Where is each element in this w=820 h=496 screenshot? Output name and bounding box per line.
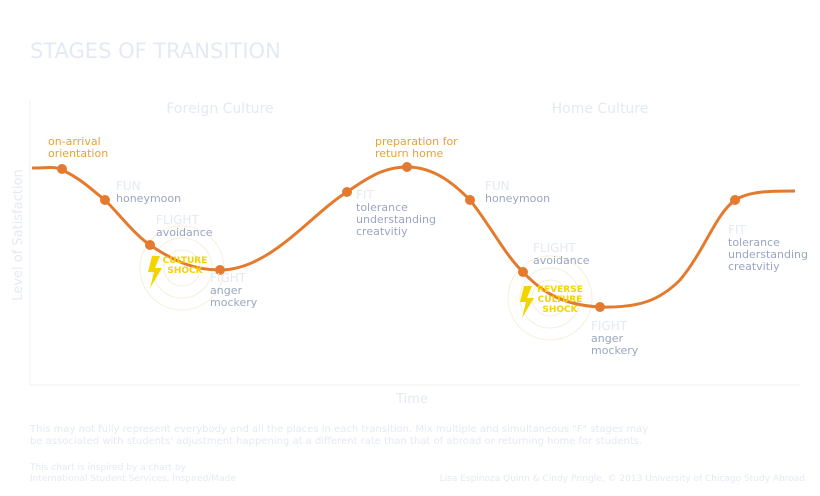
footer-copyright: Lisa Espinoza Quinn & Cindy Pringle, © 2… xyxy=(440,474,805,484)
stage-text: tolerance xyxy=(356,201,408,214)
stage-name: FUN xyxy=(116,179,141,193)
shock-label: CULTURE xyxy=(538,295,583,305)
footer-note: be associated with students' adjustment … xyxy=(30,436,642,447)
shock-label: SHOCK xyxy=(542,305,578,315)
stage-text: creatvitiy xyxy=(356,225,408,238)
footer-note: This may not fully represent everybody a… xyxy=(29,424,648,435)
stage-name: FIGHT xyxy=(591,319,628,333)
stage-text: tolerance xyxy=(728,236,780,249)
stage-name: FUN xyxy=(485,179,510,193)
y-axis-label: Level of Satisfaction xyxy=(11,169,26,300)
stage-text: avoidance xyxy=(156,226,213,239)
stage-text: avoidance xyxy=(533,254,590,267)
shock-label: SHOCK xyxy=(167,266,203,276)
shock-rings xyxy=(139,225,593,341)
stage-text: honeymoon xyxy=(116,192,181,205)
footer-credit: This chart is inspired by a chart by xyxy=(29,463,187,473)
x-axis-label: Time xyxy=(395,392,428,407)
footer-credit: International Student Services, Inspired… xyxy=(30,474,236,484)
stage-text: mockery xyxy=(210,296,258,309)
stage-text: anger xyxy=(591,332,623,345)
stage-text: on-arrival xyxy=(48,135,101,148)
region-label: Home Culture xyxy=(552,101,649,117)
stage-text: creatvitiy xyxy=(728,260,780,273)
region-label: Foreign Culture xyxy=(166,101,273,117)
lightning-icon xyxy=(520,286,534,318)
stage-text: return home xyxy=(375,147,444,160)
labels: on-arrivalorientationFUNhoneymoonFLIGHTa… xyxy=(29,135,808,484)
stage-name: FIT xyxy=(356,188,374,202)
stage-text: understanding xyxy=(728,248,808,261)
stage-text: orientation xyxy=(48,147,108,160)
stage-text: preparation for xyxy=(375,135,458,148)
shock-label: REVERSE xyxy=(537,285,583,295)
stage-text: honeymoon xyxy=(485,192,550,205)
stage-text: understanding xyxy=(356,213,436,226)
w-curve xyxy=(31,165,796,309)
stage-name: FLIGHT xyxy=(156,213,199,227)
lightning-icon xyxy=(148,256,162,288)
stage-name: FIT xyxy=(728,223,746,237)
shock-label: CULTURE xyxy=(163,256,208,266)
stage-dots xyxy=(57,162,740,312)
stage-text: anger xyxy=(210,284,242,297)
stage-name: FIGHT xyxy=(210,271,247,285)
title: STAGES OF TRANSITION xyxy=(30,39,281,63)
stage-name: FLIGHT xyxy=(533,241,576,255)
stage-text: mockery xyxy=(591,344,639,357)
